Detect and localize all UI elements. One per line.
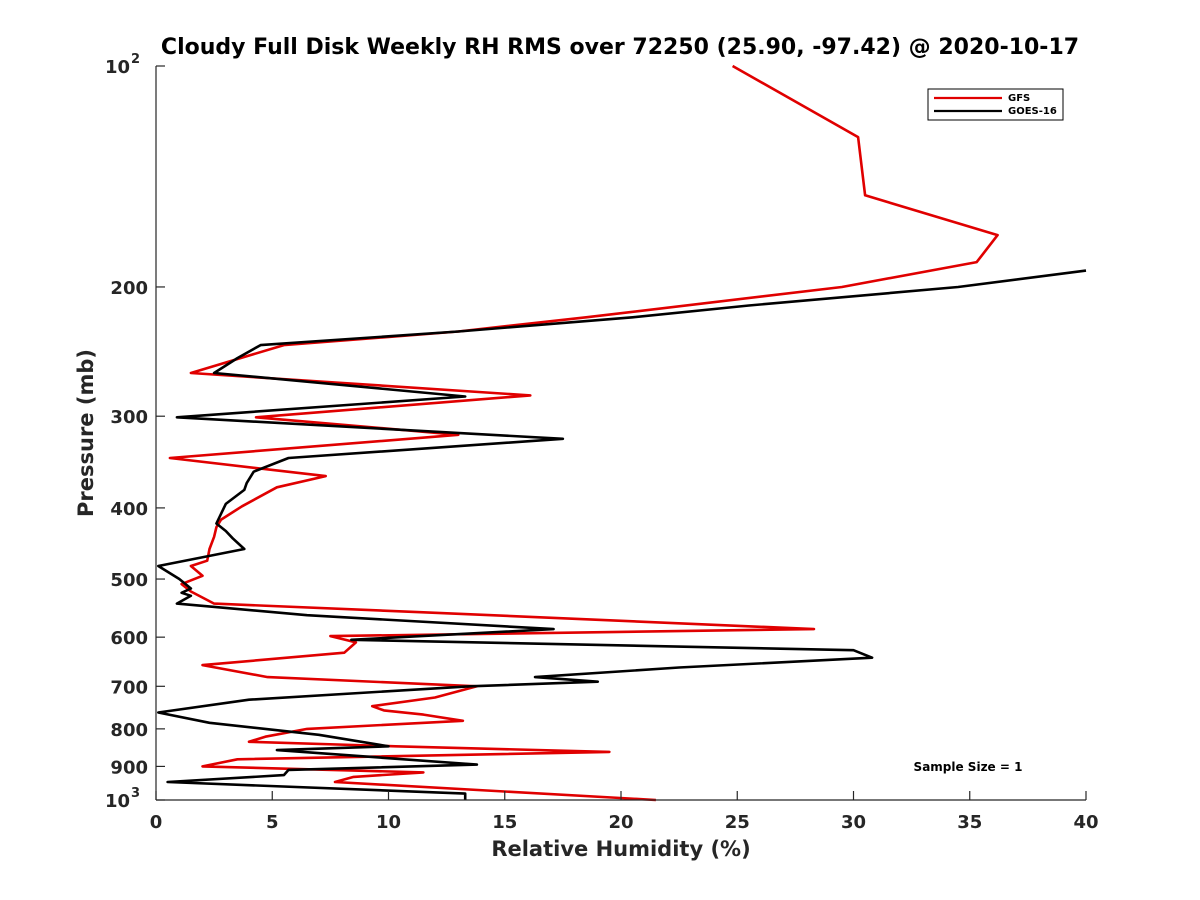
y-tick-label: 400 — [110, 499, 148, 520]
x-axis-ticks: 0 5 10 15 20 25 30 35 40 — [150, 791, 1099, 833]
y-tick-label-exponent: 2 — [131, 52, 140, 67]
y-tick-label: 500 — [110, 570, 148, 591]
x-tick-label: 0 — [150, 812, 163, 833]
y-tick-label-base: 10 — [105, 57, 130, 78]
y-tick-label: 300 — [110, 407, 148, 428]
series-line-goes16 — [157, 269, 1087, 800]
axes-background — [156, 66, 1086, 800]
plot-area: 0 5 10 15 20 25 30 35 40 10 220030040050060070080… — [105, 52, 1099, 833]
chart-title: Cloudy Full Disk Weekly RH RMS over 7225… — [161, 35, 1079, 60]
legend-label-goes16: GOES-16 — [1008, 106, 1057, 117]
legend: GFS GOES-16 — [927, 88, 1064, 121]
sample-size-annotation: Sample Size = 1 — [914, 760, 1023, 774]
y-tick-label: 700 — [110, 677, 148, 698]
y-axis-label: Pressure (mb) — [74, 349, 98, 517]
x-tick-label: 35 — [957, 812, 982, 833]
y-tick-label: 800 — [110, 720, 148, 741]
legend-label-gfs: GFS — [1008, 93, 1030, 104]
x-tick-label: 30 — [841, 812, 866, 833]
x-tick-label: 40 — [1073, 812, 1098, 833]
y-tick-label-exponent: 3 — [131, 786, 140, 801]
x-axis-label: Relative Humidity (%) — [491, 837, 750, 861]
series-layer — [157, 64, 1087, 802]
x-tick-label: 20 — [608, 812, 633, 833]
y-tick-label-base: 10 — [105, 791, 130, 812]
y-tick-label: 900 — [110, 757, 148, 778]
x-tick-label: 25 — [725, 812, 750, 833]
x-tick-label: 15 — [492, 812, 517, 833]
x-tick-label: 5 — [266, 812, 279, 833]
y-tick-label: 600 — [110, 628, 148, 649]
series-line-gfs — [168, 64, 999, 802]
legend-box — [927, 88, 1064, 121]
x-tick-label: 10 — [376, 812, 401, 833]
y-tick-label: 200 — [110, 278, 148, 299]
